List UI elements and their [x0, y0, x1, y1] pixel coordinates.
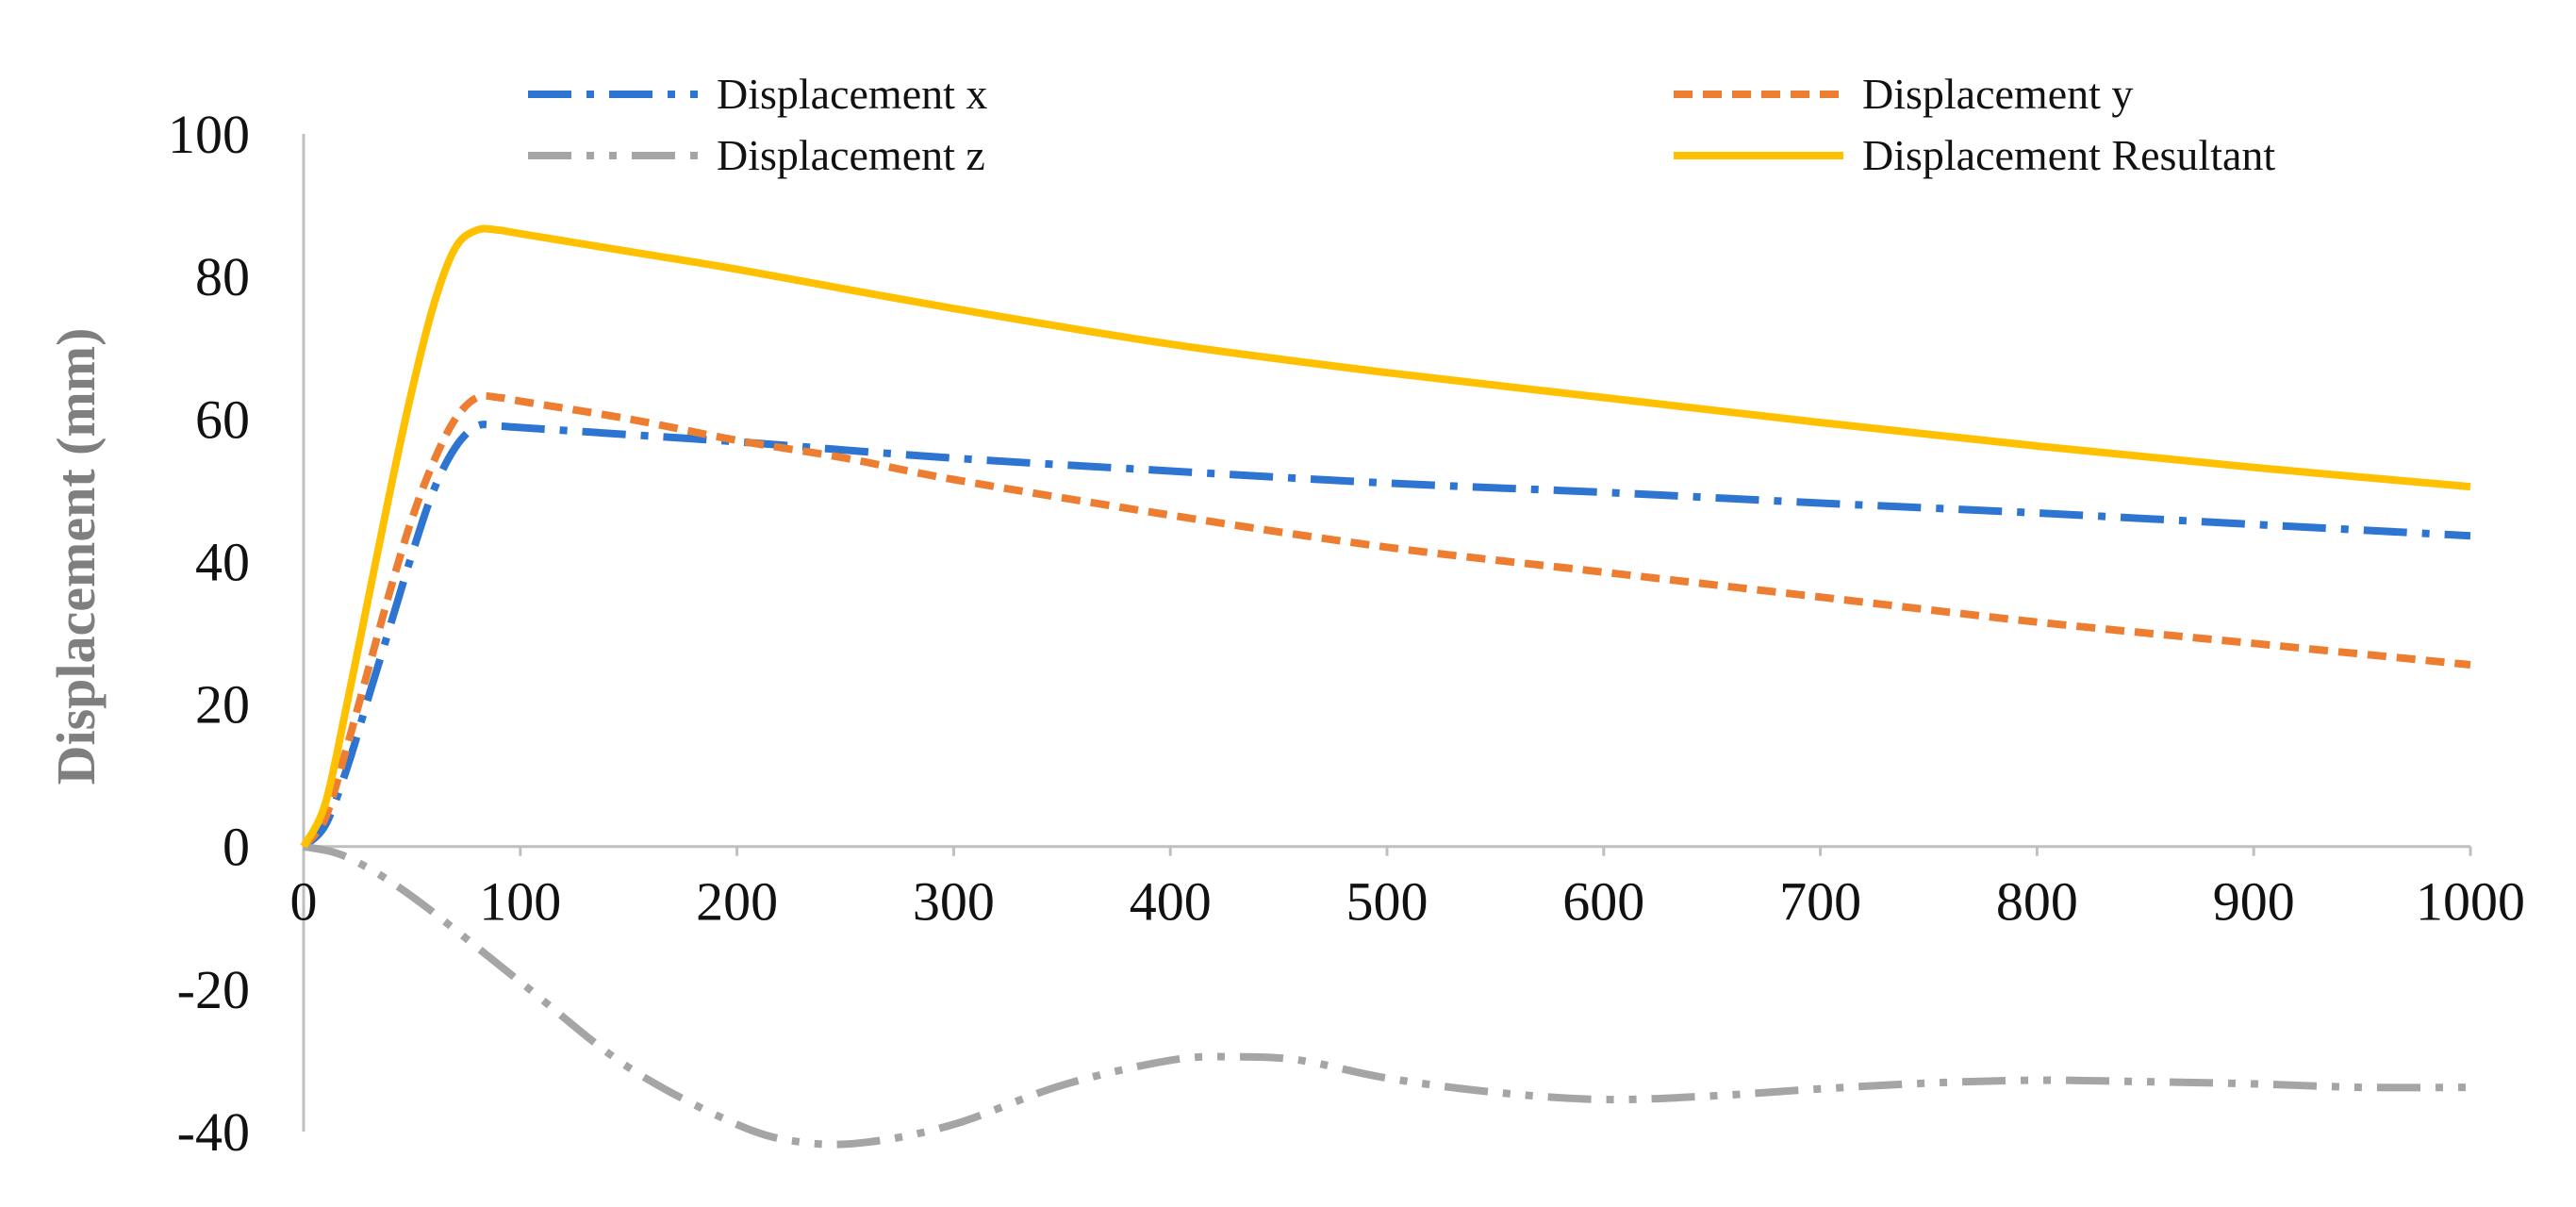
x-tick-label: 500 — [1346, 871, 1428, 933]
x-tick-label: 600 — [1562, 871, 1644, 933]
x-tick-label: 800 — [1996, 871, 2078, 933]
y-tick-label: 40 — [195, 531, 250, 592]
x-tick-label: 1000 — [2416, 871, 2525, 933]
legend: Displacement x Displacement y Displacement… — [528, 70, 2275, 179]
x-tick-label: 100 — [479, 871, 561, 933]
series-line-displacement-resultant — [300, 224, 2471, 849]
series-layer — [300, 224, 2471, 1149]
y-axis-label: Displacement (mm) — [45, 328, 107, 785]
y-tick-label: 60 — [195, 389, 250, 450]
legend-item-displacement-z: Displacement z — [528, 131, 985, 179]
y-tick-label: 20 — [195, 674, 250, 736]
x-tick-label: 700 — [1779, 871, 1861, 933]
legend-label: Displacement x — [717, 70, 987, 118]
legend-label: Displacement Resultant — [1862, 131, 2275, 179]
y-tick-label: -20 — [177, 959, 250, 1020]
x-tick-label: 300 — [913, 871, 995, 933]
series-line-displacement-x — [301, 421, 2471, 850]
y-tick-label: 100 — [168, 104, 250, 165]
y-tick-label: -40 — [177, 1101, 250, 1163]
legend-label: Displacement y — [1862, 70, 2133, 118]
x-tick-label: 200 — [696, 871, 778, 933]
legend-item-displacement-y: Displacement y — [1674, 70, 2133, 118]
x-tick-label: 0 — [290, 871, 318, 933]
legend-item-displacement-resultant: Displacement Resultant — [1674, 131, 2275, 179]
axes-layer: 0 100 200 300 400 500 600 700 800 900 1000 -40 -20 0 2… — [168, 104, 2525, 1163]
y-tick-label: 0 — [223, 817, 250, 878]
y-tick-label: 80 — [195, 246, 250, 307]
x-tick-label: 400 — [1130, 871, 1212, 933]
legend-label: Displacement z — [717, 131, 985, 179]
series-line-displacement-y — [300, 391, 2471, 850]
legend-item-displacement-x: Displacement x — [528, 70, 987, 118]
x-tick-label: 900 — [2213, 871, 2295, 933]
